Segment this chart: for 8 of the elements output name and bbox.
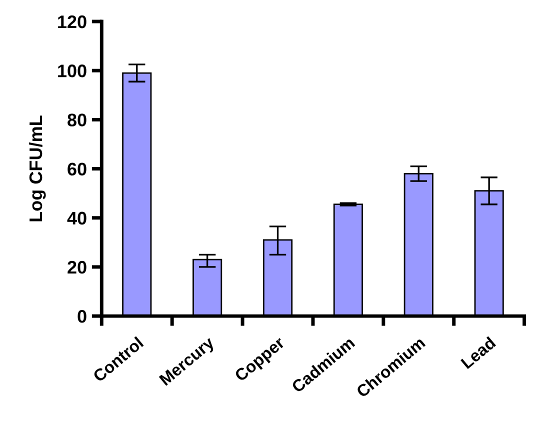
y-axis-title: Log CFU/mL (28, 116, 46, 222)
y-tick-label: 120 (58, 15, 86, 28)
y-tick-label: 60 (68, 162, 86, 176)
y-tick-label: 80 (68, 114, 86, 126)
y-tick-label: 100 (58, 64, 86, 78)
y-tick-label: 20 (68, 260, 86, 274)
y-tick-label: 0 (78, 310, 86, 323)
y-tick-label: 40 (67, 212, 86, 225)
